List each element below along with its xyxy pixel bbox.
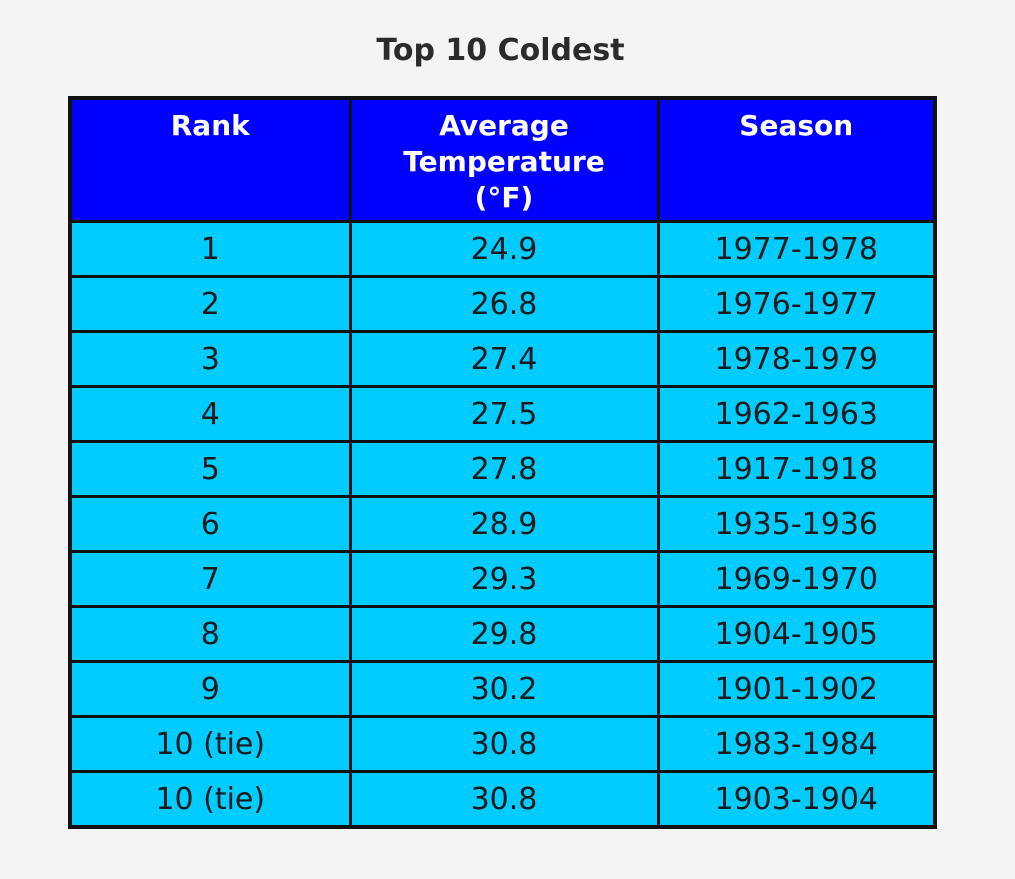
coldest-seasons-table: Rank Average Temperature (°F) Season 1 2…	[68, 96, 937, 829]
table-row: 1 24.9 1977-1978	[68, 220, 937, 278]
season-cell: 1962-1963	[656, 385, 937, 443]
table-row: 10 (tie) 30.8 1983-1984	[68, 715, 937, 773]
rank-cell: 7	[68, 550, 352, 608]
rank-cell: 4	[68, 385, 352, 443]
table-row: 6 28.9 1935-1936	[68, 495, 937, 553]
avg-temp-cell: 30.8	[348, 770, 660, 829]
table-row: 4 27.5 1962-1963	[68, 385, 937, 443]
rank-cell: 8	[68, 605, 352, 663]
table-row: 10 (tie) 30.8 1903-1904	[68, 770, 937, 829]
page-title: Top 10 Coldest	[376, 33, 625, 68]
season-header: Season	[656, 96, 937, 223]
table-row: 7 29.3 1969-1970	[68, 550, 937, 608]
table-row: 5 27.8 1917-1918	[68, 440, 937, 498]
rank-cell: 10 (tie)	[68, 770, 352, 829]
table-row: 8 29.8 1904-1905	[68, 605, 937, 663]
season-cell: 1978-1979	[656, 330, 937, 388]
table-row: 9 30.2 1901-1902	[68, 660, 937, 718]
avg-temp-cell: 24.9	[348, 220, 660, 278]
avg-temp-cell: 30.8	[348, 715, 660, 773]
avg-temp-cell: 26.8	[348, 275, 660, 333]
season-cell: 1976-1977	[656, 275, 937, 333]
avg-temp-cell: 27.8	[348, 440, 660, 498]
table-header: Rank Average Temperature (°F) Season	[68, 96, 937, 223]
season-cell: 1904-1905	[656, 605, 937, 663]
avg-temp-cell: 27.4	[348, 330, 660, 388]
rank-cell: 1	[68, 220, 352, 278]
rank-cell: 6	[68, 495, 352, 553]
season-cell: 1901-1902	[656, 660, 937, 718]
season-cell: 1917-1918	[656, 440, 937, 498]
rank-cell: 3	[68, 330, 352, 388]
rank-header: Rank	[68, 96, 352, 223]
avg-temp-cell: 30.2	[348, 660, 660, 718]
header-row: Rank Average Temperature (°F) Season	[68, 96, 937, 223]
rank-cell: 10 (tie)	[68, 715, 352, 773]
table-body: 1 24.9 1977-1978 2 26.8 1976-1977 3 27.4…	[68, 220, 937, 829]
season-cell: 1983-1984	[656, 715, 937, 773]
season-cell: 1903-1904	[656, 770, 937, 829]
avg-temp-header: Average Temperature (°F)	[348, 96, 660, 223]
rank-cell: 9	[68, 660, 352, 718]
season-cell: 1935-1936	[656, 495, 937, 553]
avg-temp-cell: 29.8	[348, 605, 660, 663]
table-row: 3 27.4 1978-1979	[68, 330, 937, 388]
coldest-seasons-table-container: Rank Average Temperature (°F) Season 1 2…	[68, 96, 937, 829]
avg-temp-cell: 28.9	[348, 495, 660, 553]
rank-cell: 5	[68, 440, 352, 498]
table-row: 2 26.8 1976-1977	[68, 275, 937, 333]
season-cell: 1977-1978	[656, 220, 937, 278]
avg-temp-cell: 29.3	[348, 550, 660, 608]
rank-cell: 2	[68, 275, 352, 333]
avg-temp-cell: 27.5	[348, 385, 660, 443]
season-cell: 1969-1970	[656, 550, 937, 608]
